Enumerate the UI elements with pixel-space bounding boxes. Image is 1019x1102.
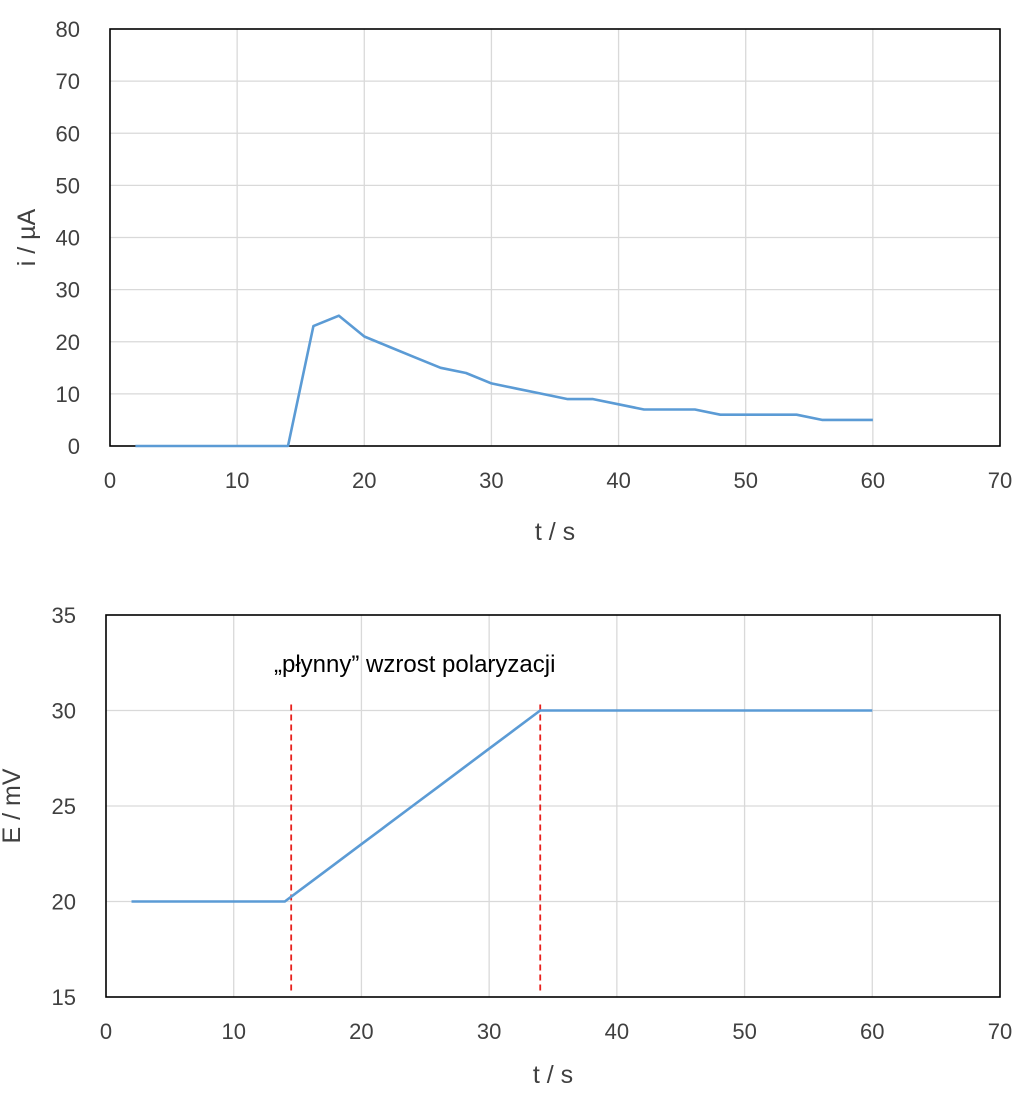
- chart-1-y-tick-label: 50: [56, 173, 80, 198]
- chart-2-y-tick-label: 15: [52, 985, 76, 1010]
- chart-1-y-tick-label: 0: [68, 434, 80, 459]
- chart-1-y-tick-label: 70: [56, 69, 80, 94]
- chart-2-plot-frame: [105, 614, 1001, 998]
- chart-1-x-tick-label: 50: [733, 468, 757, 493]
- chart-2-x-tick-label: 50: [732, 1019, 756, 1044]
- chart-2-x-tick-label: 0: [100, 1019, 112, 1044]
- chart-1-x-tick-label: 30: [479, 468, 503, 493]
- chart-1-x-tick-label: 20: [352, 468, 376, 493]
- potential-chart: 0 10 20 30 40 50 60 70 15 20 25 30 35 t / s E / mV „pły…: [0, 603, 1012, 1089]
- chart-2-x-tick-label: 10: [221, 1019, 245, 1044]
- chart-2-y-tick-label: 25: [52, 794, 76, 819]
- chart-2-x-tick-label: 20: [349, 1019, 373, 1044]
- chart-2-y-axis-title: E / mV: [0, 768, 26, 843]
- chart-1-x-tick-label: 70: [988, 468, 1012, 493]
- chart-1-y-tick-label: 60: [56, 121, 80, 146]
- chart-1-x-tick-label: 40: [606, 468, 630, 493]
- chart-2-y-tick-label: 20: [52, 890, 76, 915]
- chart-1-y-tick-label: 10: [56, 382, 80, 407]
- chart-1-y-tick-label: 40: [56, 226, 80, 251]
- chart-2-x-tick-label: 60: [860, 1019, 884, 1044]
- chart-1-plot-frame: [109, 28, 1001, 447]
- chart-1-y-tick-label: 20: [56, 330, 80, 355]
- chart-2-series-line: [131, 709, 873, 903]
- chart-1-x-axis-title: t / s: [535, 518, 575, 546]
- chart-2-x-tick-label: 70: [988, 1019, 1012, 1044]
- chart-1-x-tick-label: 0: [104, 468, 116, 493]
- chart-1-series-line: [135, 314, 873, 448]
- chart-2-x-tick-label: 40: [605, 1019, 629, 1044]
- chart-2-y-tick-label: 35: [52, 603, 76, 628]
- chart-2-x-tick-label: 30: [477, 1019, 501, 1044]
- chart-1-x-tick-label: 10: [225, 468, 249, 493]
- current-chart: 0 10 20 30 40 50 60 70 0 10 20 30 40 50 60 70 80 t / s i /…: [13, 17, 1012, 546]
- chart-1-y-tick-label: 80: [56, 17, 80, 42]
- chart-1-y-tick-label: 30: [56, 278, 80, 303]
- chart-1-y-axis-title: i / µA: [13, 208, 41, 266]
- chart-2-annotation: „płynny” wzrost polaryzacji: [274, 651, 555, 678]
- chart-2-y-tick-label: 30: [52, 699, 76, 724]
- chart-2-x-axis-title: t / s: [533, 1061, 573, 1089]
- chart-1-x-tick-label: 60: [861, 468, 885, 493]
